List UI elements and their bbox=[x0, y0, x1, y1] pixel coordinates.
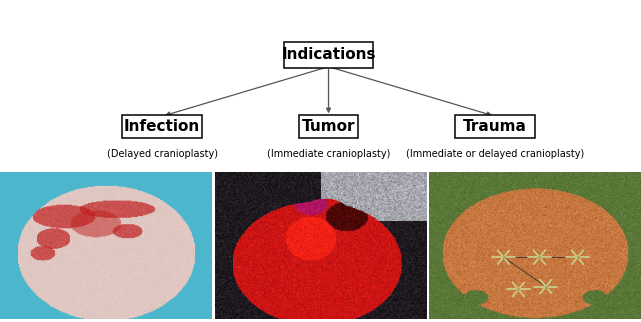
Text: (Immediate cranioplasty): (Immediate cranioplasty) bbox=[267, 149, 390, 159]
Text: Infection: Infection bbox=[124, 119, 200, 134]
FancyBboxPatch shape bbox=[122, 115, 202, 138]
Text: Trauma: Trauma bbox=[463, 119, 527, 134]
FancyBboxPatch shape bbox=[284, 42, 373, 68]
Text: Tumor: Tumor bbox=[302, 119, 355, 134]
Text: (Immediate or delayed cranioplasty): (Immediate or delayed cranioplasty) bbox=[406, 149, 584, 159]
Text: Indications: Indications bbox=[281, 47, 376, 62]
Text: (Delayed cranioplasty): (Delayed cranioplasty) bbox=[106, 149, 217, 159]
FancyBboxPatch shape bbox=[455, 115, 535, 138]
FancyBboxPatch shape bbox=[299, 115, 358, 138]
